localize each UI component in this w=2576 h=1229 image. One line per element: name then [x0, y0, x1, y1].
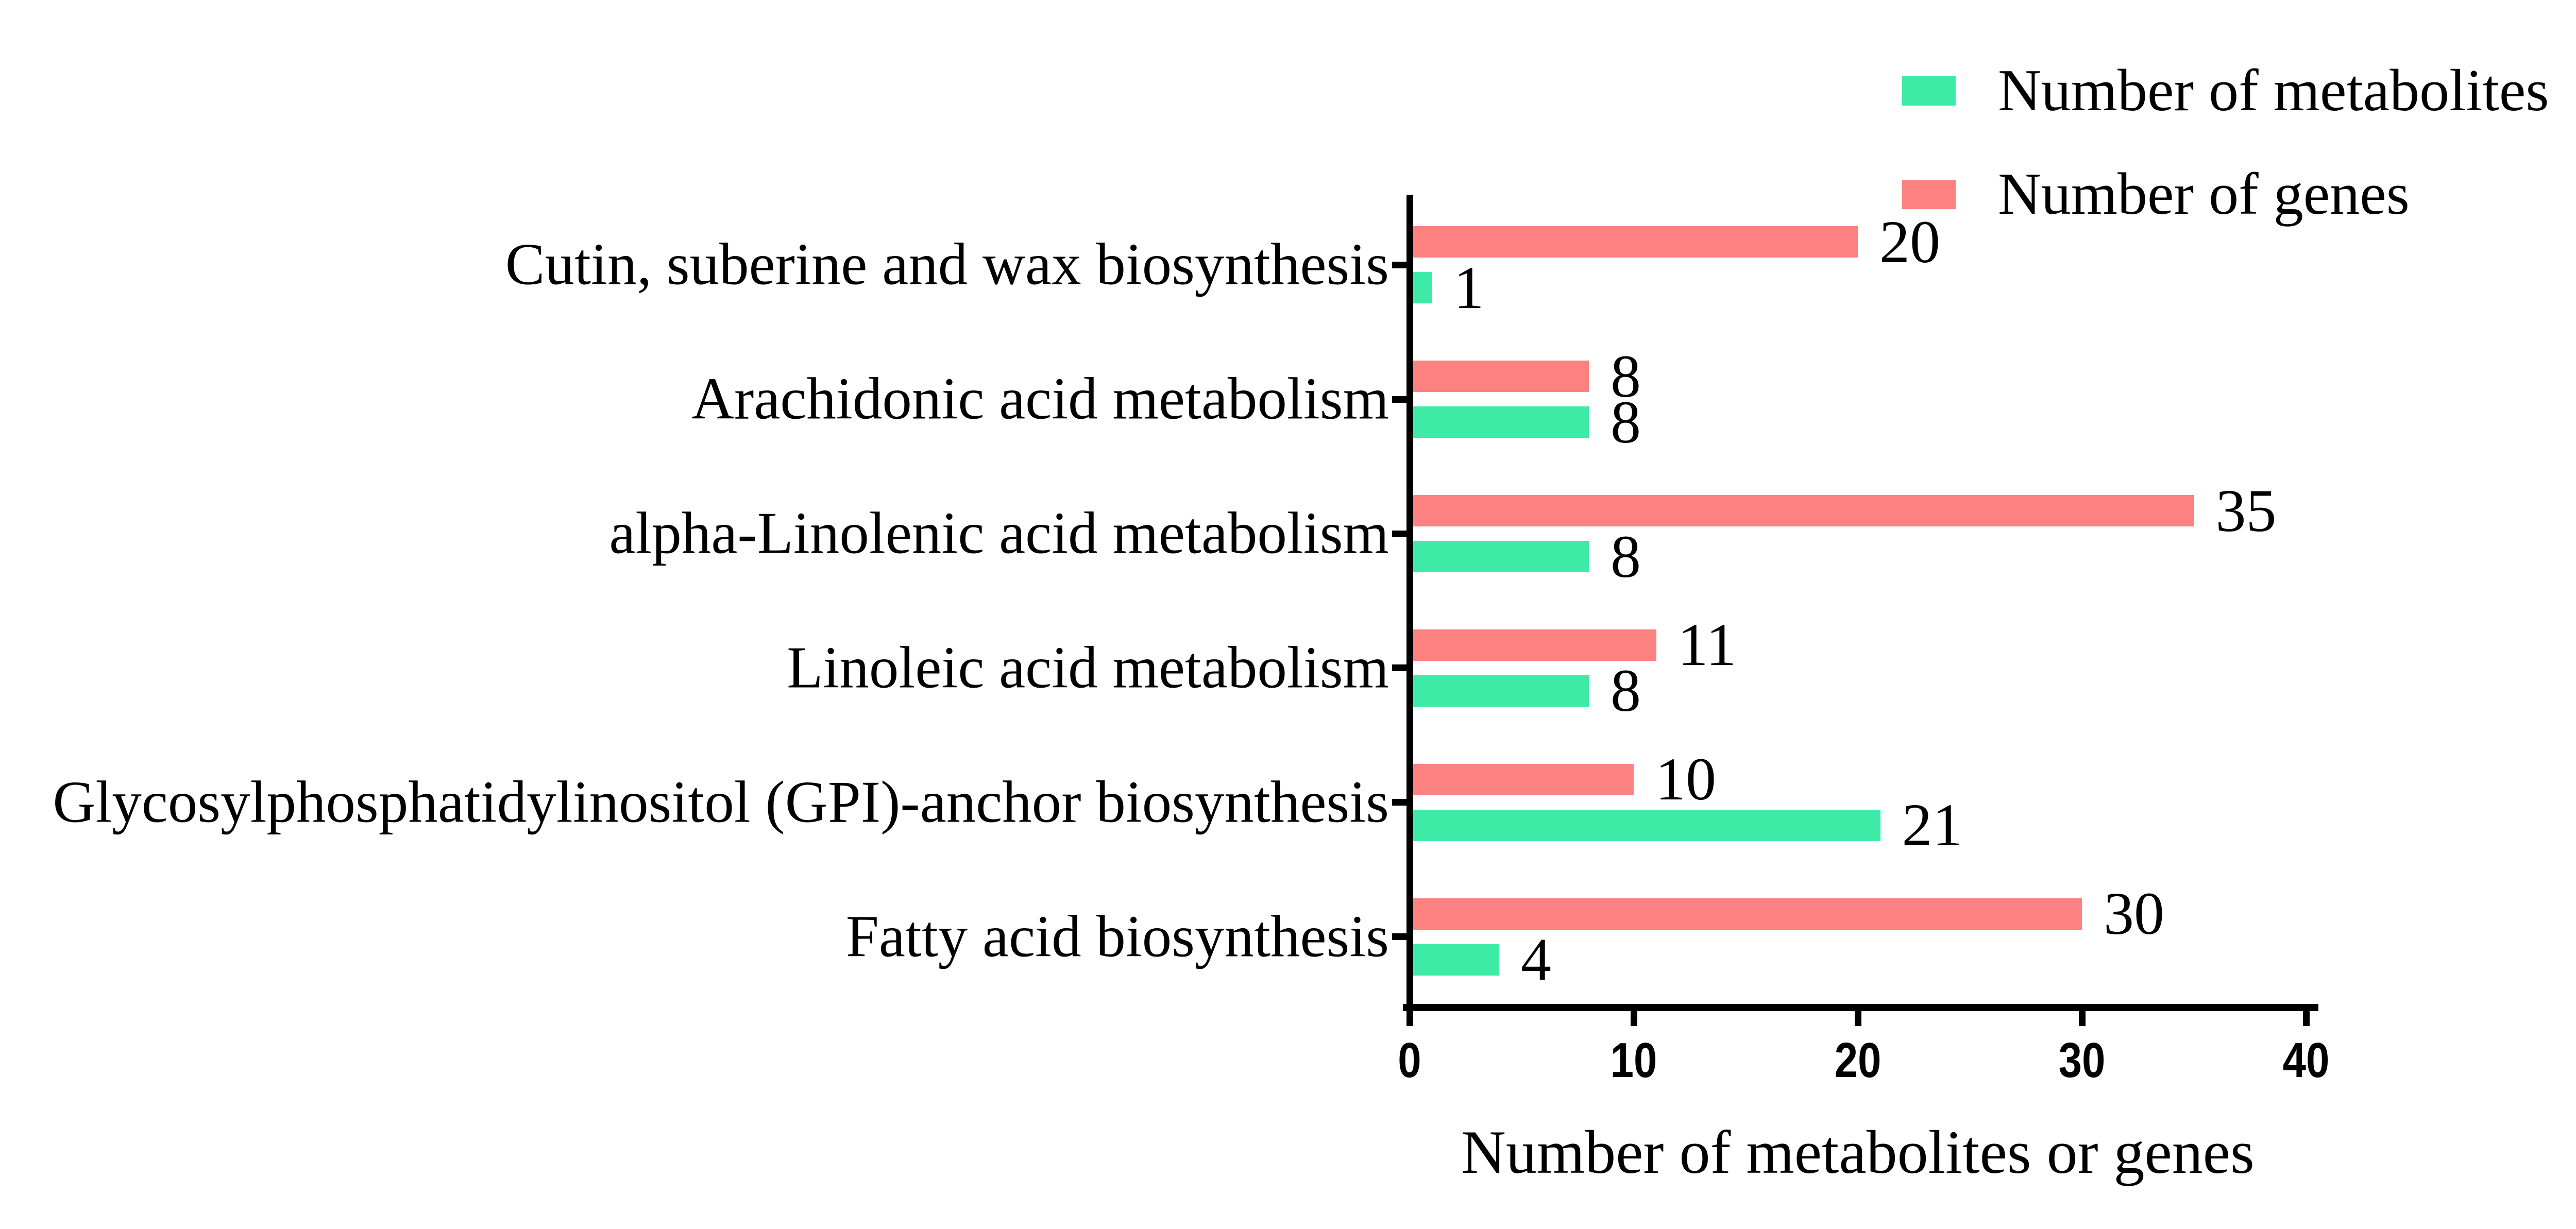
x-axis	[1403, 1004, 2318, 1011]
category-row-alpha-linolenic: alpha-Linolenic acid metabolism 35 8	[609, 467, 2306, 601]
metabolites-bar: 8	[1410, 660, 1641, 721]
y-axis	[1406, 195, 1413, 1026]
value-label: 8	[1611, 388, 1641, 456]
value-label: 10	[1655, 745, 1716, 813]
category-label: Fatty acid biosynthesis	[845, 903, 1389, 969]
metabolites-bar: 8	[1410, 391, 1641, 452]
category-label: alpha-Linolenic acid metabolism	[609, 500, 1389, 566]
y-tick	[1392, 261, 1410, 268]
category-row-linoleic: Linoleic acid metabolism 11 8	[787, 601, 2306, 735]
metabolites-swatch-icon	[1902, 76, 1956, 106]
category-row-fatty-acid: Fatty acid biosynthesis 30 4	[846, 869, 2306, 1004]
x-tick-label: 40	[2282, 1033, 2330, 1088]
legend-label-metabolites: Number of metabolites	[1998, 58, 2549, 124]
metabolites-bar: 1	[1410, 257, 1484, 318]
genes-swatch-icon	[1902, 179, 1956, 209]
genes-bar: 11	[1410, 614, 1736, 675]
x-tick-label: 10	[1610, 1033, 1657, 1088]
category-label: Glycosylphosphatidylinositol (GPI)-ancho…	[53, 769, 1389, 835]
value-label: 20	[1879, 208, 1940, 276]
genes-bar: 30	[1410, 883, 2164, 944]
metabolites-bar: 8	[1410, 526, 1641, 587]
y-tick	[1392, 933, 1410, 941]
value-label: 30	[2104, 880, 2164, 948]
category-row-cutin: Cutin, suberine and wax biosynthesis 20 …	[505, 198, 2306, 332]
x-axis-title: Number of metabolites or genes	[1461, 1118, 2255, 1186]
metabolites-bar: 4	[1410, 929, 1551, 990]
y-tick	[1392, 396, 1410, 403]
legend-item-genes: Number of genes	[1902, 164, 2549, 224]
category-row-gpi-anchor: Glycosylphosphatidylinositol (GPI)-ancho…	[53, 735, 2306, 869]
genes-bar: 8	[1410, 346, 1641, 406]
value-label: 4	[1521, 926, 1551, 994]
value-label: 1	[1453, 253, 1484, 321]
x-tick-label: 20	[1834, 1033, 1882, 1088]
x-tick	[2078, 1011, 2086, 1026]
category-row-arachidonic: Arachidonic acid metabolism 8 8	[691, 332, 2306, 467]
metabolites-bar: 21	[1410, 795, 1963, 856]
x-tick-label: 30	[2058, 1033, 2106, 1088]
value-label: 11	[1677, 611, 1737, 679]
value-label: 8	[1611, 522, 1641, 590]
x-tick	[1630, 1011, 1637, 1026]
value-label: 21	[1902, 791, 1963, 859]
legend-label-genes: Number of genes	[1998, 161, 2410, 227]
y-tick	[1392, 664, 1410, 672]
legend: Number of metabolites Number of genes	[1902, 61, 2549, 268]
category-label: Cutin, suberine and wax biosynthesis	[505, 232, 1389, 298]
genes-bar: 10	[1410, 749, 1716, 810]
plot-area: Cutin, suberine and wax biosynthesis 20 …	[53, 198, 2329, 1183]
genes-bar: 35	[1410, 480, 2277, 541]
x-tick	[1854, 1011, 1861, 1026]
category-label: Linoleic acid metabolism	[787, 635, 1389, 701]
value-label: 8	[1611, 342, 1641, 410]
genes-bar: 20	[1410, 211, 1940, 272]
x-tick	[2302, 1011, 2310, 1026]
x-tick-label: 0	[1398, 1033, 1421, 1088]
value-label: 35	[2215, 476, 2277, 544]
value-label: 8	[1611, 657, 1641, 725]
y-tick	[1392, 799, 1410, 806]
category-label: Arachidonic acid metabolism	[691, 366, 1389, 432]
y-tick	[1392, 530, 1410, 537]
legend-item-metabolites: Number of metabolites	[1902, 61, 2549, 121]
